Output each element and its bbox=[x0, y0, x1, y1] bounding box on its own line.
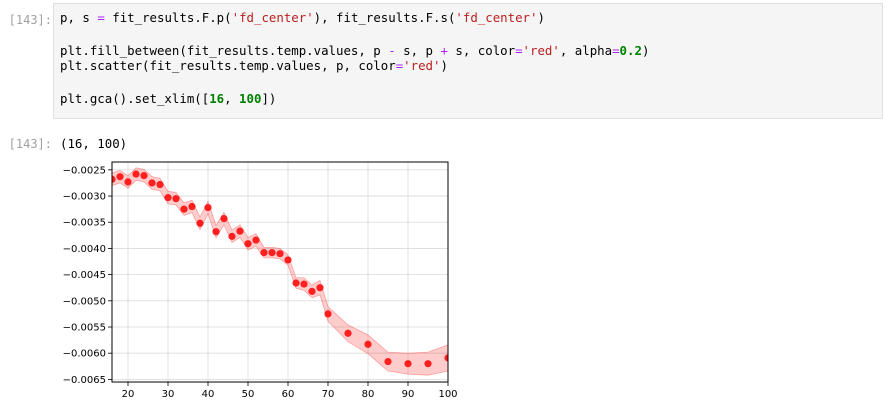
code-token: + bbox=[440, 43, 448, 58]
data-point bbox=[404, 360, 412, 368]
data-point bbox=[252, 236, 260, 244]
code-cell-input[interactable]: p, s = fit_results.F.p('fd_center'), fit… bbox=[53, 3, 883, 119]
code-token: 16 bbox=[209, 91, 225, 106]
data-point bbox=[268, 249, 276, 257]
data-point bbox=[204, 203, 212, 212]
x-tick-label: 20 bbox=[122, 389, 135, 400]
code-token: = bbox=[395, 58, 404, 73]
code-token: , alpha bbox=[559, 43, 613, 58]
data-point bbox=[172, 195, 180, 203]
code-token: 0.2 bbox=[619, 43, 642, 58]
code-token: , bbox=[224, 91, 240, 106]
data-point bbox=[276, 250, 284, 258]
code-token: ) bbox=[641, 43, 650, 58]
x-tick-label: 90 bbox=[402, 389, 415, 400]
y-tick-label: −0.0025 bbox=[63, 165, 106, 176]
y-tick-label: −0.0065 bbox=[63, 375, 106, 386]
data-point bbox=[260, 249, 268, 257]
y-tick-label: −0.0060 bbox=[63, 349, 106, 360]
code-token: 'fd_center' bbox=[231, 10, 314, 25]
data-point bbox=[316, 284, 324, 292]
x-tick-label: 80 bbox=[362, 389, 375, 400]
y-tick-label: −0.0040 bbox=[63, 244, 106, 255]
code-token: ]) bbox=[261, 91, 277, 106]
code-token: = bbox=[97, 10, 105, 25]
code-token: 'red' bbox=[403, 58, 441, 73]
code-token: plt.scatter(fit_results.temp.values, p, … bbox=[60, 58, 396, 73]
code-line: plt.gca().set_xlim([16, 100]) bbox=[60, 91, 276, 106]
code-line: plt.scatter(fit_results.temp.values, p, … bbox=[60, 58, 448, 73]
data-point bbox=[124, 178, 132, 186]
code-line: plt.fill_between(fit_results.temp.values… bbox=[60, 43, 649, 58]
code-token: s, color bbox=[447, 43, 516, 58]
data-point bbox=[148, 179, 156, 187]
code-token: = bbox=[612, 43, 620, 58]
data-point bbox=[308, 287, 316, 295]
data-point bbox=[364, 340, 372, 348]
code-line: p, s = fit_results.F.p('fd_center'), fit… bbox=[60, 10, 545, 25]
data-point bbox=[384, 357, 392, 366]
y-tick-label: −0.0045 bbox=[63, 270, 106, 281]
code-token: 'fd_center' bbox=[455, 10, 538, 25]
x-tick-label: 50 bbox=[242, 389, 255, 400]
data-point bbox=[112, 175, 116, 183]
axes-frame bbox=[111, 161, 449, 383]
x-tick-label: 70 bbox=[322, 389, 335, 400]
data-point bbox=[344, 329, 352, 337]
data-point bbox=[424, 360, 432, 368]
x-tick-label: 60 bbox=[282, 389, 295, 400]
data-point bbox=[156, 180, 164, 189]
code-token: ), fit_results.F.s( bbox=[313, 10, 456, 25]
data-point bbox=[196, 219, 204, 227]
output-text: (16, 100) bbox=[60, 136, 128, 151]
data-point bbox=[116, 173, 124, 181]
x-tick-label: 100 bbox=[438, 389, 457, 400]
data-point bbox=[220, 214, 228, 223]
data-point bbox=[180, 205, 188, 213]
output-prompt: [143]: bbox=[8, 137, 52, 151]
data-point bbox=[324, 310, 332, 318]
data-point bbox=[284, 256, 292, 264]
data-point bbox=[132, 170, 140, 178]
code-token: p, s bbox=[60, 10, 98, 25]
code-token: plt.fill_between(fit_results.temp.values… bbox=[60, 43, 389, 58]
code-token: fit_results.F.p( bbox=[104, 10, 232, 25]
code-token: 100 bbox=[239, 91, 262, 106]
data-point bbox=[212, 228, 220, 236]
code-token: s, p bbox=[395, 43, 441, 58]
y-tick-label: −0.0050 bbox=[63, 296, 106, 307]
code-token: 'red' bbox=[522, 43, 560, 58]
data-point bbox=[292, 279, 300, 287]
x-tick-label: 30 bbox=[162, 389, 175, 400]
input-prompt: [143]: bbox=[8, 13, 52, 27]
data-point bbox=[140, 172, 148, 180]
data-point bbox=[164, 194, 172, 202]
data-point bbox=[228, 232, 236, 240]
data-point bbox=[300, 280, 308, 288]
y-tick-label: −0.0035 bbox=[63, 218, 106, 229]
data-point bbox=[244, 240, 252, 248]
code-token: plt.gca().set_xlim([ bbox=[60, 91, 210, 106]
data-point bbox=[236, 227, 244, 235]
code-token: ) bbox=[440, 58, 448, 73]
code-token: - bbox=[388, 43, 396, 58]
code-token: ) bbox=[537, 10, 545, 25]
x-tick-label: 40 bbox=[202, 389, 215, 400]
y-tick-label: −0.0055 bbox=[63, 323, 106, 334]
data-point bbox=[188, 202, 196, 211]
error-band bbox=[112, 167, 448, 376]
data-point bbox=[444, 354, 448, 362]
code-token: = bbox=[515, 43, 523, 58]
y-tick-label: −0.0030 bbox=[63, 192, 106, 203]
